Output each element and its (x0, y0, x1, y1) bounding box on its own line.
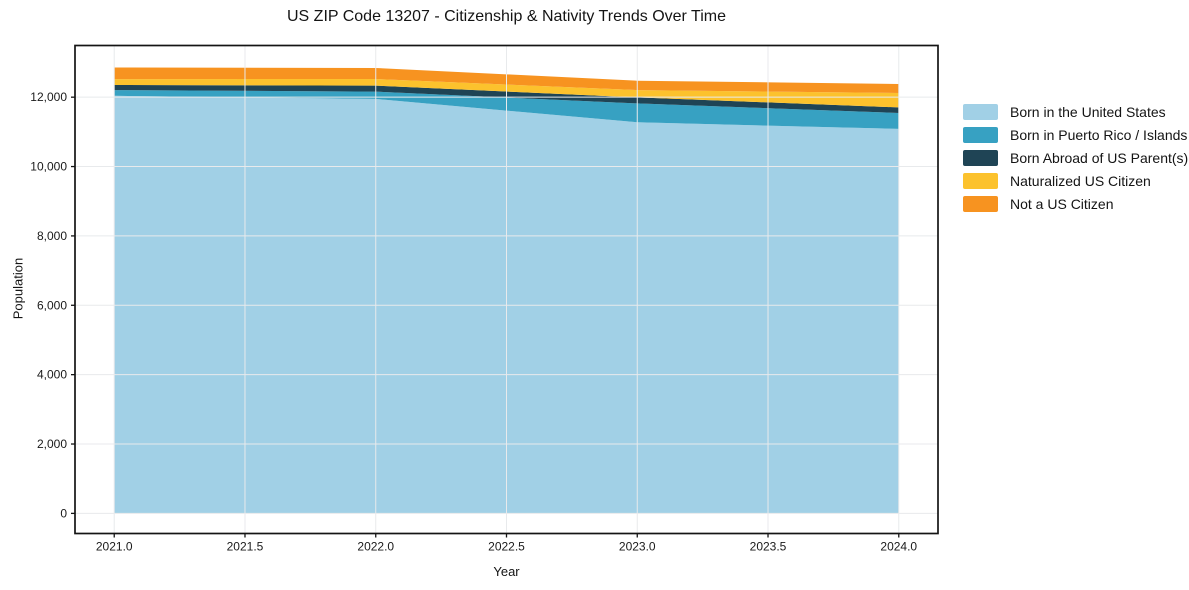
y-tick-label: 0 (60, 506, 67, 520)
legend-label: Born Abroad of US Parent(s) (1010, 150, 1189, 166)
legend-item: Born Abroad of US Parent(s) (963, 150, 1188, 166)
x-axis-label: Year (493, 564, 520, 579)
legend-item: Not a US Citizen (963, 196, 1188, 212)
x-tick-label: 2024.0 (880, 540, 917, 554)
x-tick-label: 2022.5 (488, 540, 525, 554)
legend-swatch (963, 196, 998, 212)
x-tick-label: 2023.0 (619, 540, 656, 554)
x-tick-label: 2022.0 (357, 540, 394, 554)
axis-ticks: 2021.0 2021.5 2022.0 2022.5 2023.0 2023.5 2024… (30, 90, 917, 553)
legend-swatch (963, 150, 998, 166)
legend-item: Born in the United States (963, 104, 1188, 120)
legend-item: Born in Puerto Rico / Islands (963, 127, 1188, 143)
legend-swatch (963, 104, 998, 120)
legend-label: Born in Puerto Rico / Islands (1010, 127, 1188, 143)
legend-swatch (963, 127, 998, 143)
x-tick-label: 2021.5 (227, 540, 264, 554)
legend-label: Naturalized US Citizen (1010, 173, 1151, 189)
y-tick-label: 8,000 (37, 229, 67, 243)
y-tick-label: 10,000 (30, 160, 67, 174)
area-series-2 (114, 85, 899, 113)
y-tick-label: 2,000 (37, 437, 67, 451)
y-tick-label: 12,000 (30, 90, 67, 104)
legend-label: Born in the United States (1010, 104, 1166, 120)
x-tick-label: 2023.5 (750, 540, 787, 554)
x-tick-label: 2021.0 (96, 540, 133, 554)
y-tick-label: 6,000 (37, 298, 67, 312)
legend-label: Not a US Citizen (1010, 196, 1114, 212)
chart-title: US ZIP Code 13207 - Citizenship & Nativi… (287, 8, 726, 25)
legend: Born in the United States Born in Puerto… (963, 104, 1188, 219)
legend-item: Naturalized US Citizen (963, 173, 1188, 189)
gridlines (75, 45, 938, 534)
legend-swatch (963, 173, 998, 189)
y-axis-label: Population (10, 257, 26, 320)
y-tick-label: 4,000 (37, 368, 67, 382)
